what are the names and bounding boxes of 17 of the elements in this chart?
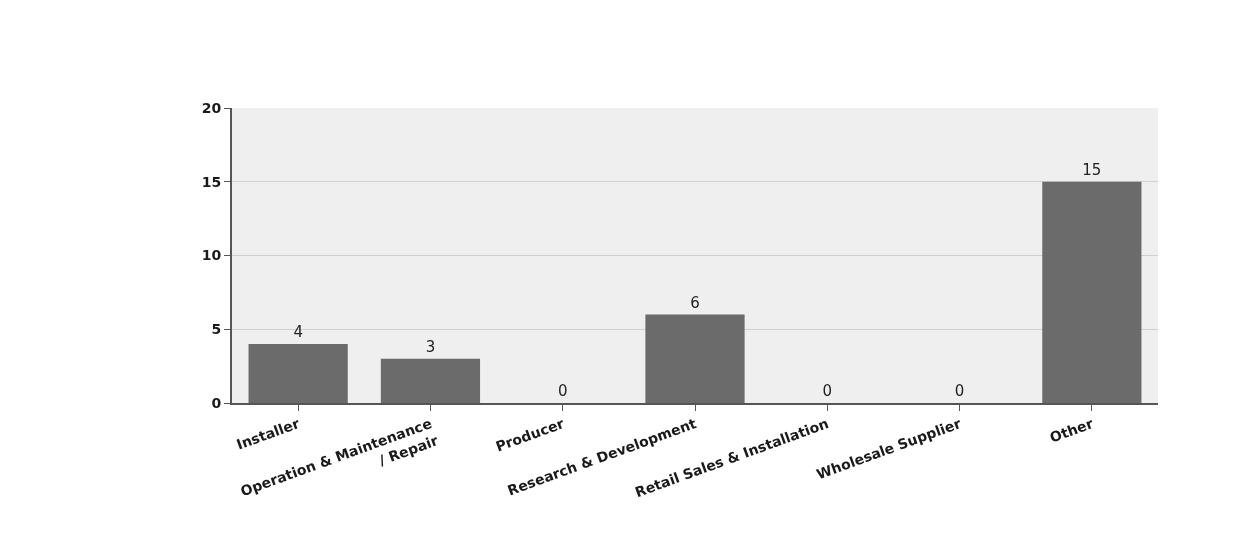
data-label: 15: [1082, 160, 1102, 179]
data-label: 6: [690, 293, 700, 312]
y-tick-label: 10: [201, 247, 222, 264]
data-label: 3: [425, 337, 436, 356]
y-tick-label: 20: [201, 99, 222, 116]
y-tick-label: 5: [211, 321, 222, 338]
bar: [248, 344, 348, 403]
y-tick-label: 0: [211, 394, 222, 411]
bar: [380, 358, 481, 403]
data-label: 0: [557, 382, 568, 400]
data-label: 0: [954, 382, 965, 400]
y-tick-label: 15: [201, 173, 222, 190]
data-label: 0: [822, 382, 833, 400]
x-tick-label: Other: [1047, 415, 1096, 446]
bar: [645, 314, 745, 403]
bar: [1042, 181, 1142, 403]
data-label: 4: [293, 323, 303, 341]
